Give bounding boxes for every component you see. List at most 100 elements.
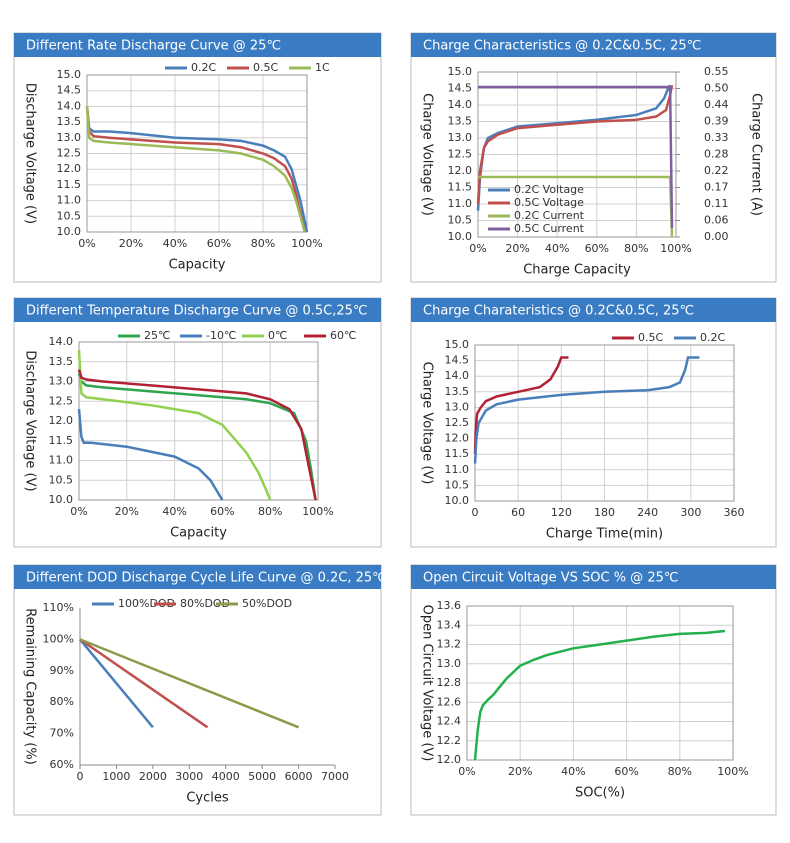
y2-tick-label: 0.00 — [704, 230, 729, 243]
y2-tick-label: 0.22 — [704, 164, 729, 177]
y-tick-label: 13.0 — [49, 375, 74, 388]
legend-label: 0.2C Current — [514, 209, 585, 222]
panel-title: Charge Characteristics @ 0.2C&0.5C, 25℃ — [423, 39, 701, 54]
panel-header — [411, 33, 776, 57]
y2-tick-label: 0.33 — [704, 131, 729, 144]
y-tick-label: 13.2 — [437, 638, 462, 651]
y-tick-label: 12.5 — [445, 416, 470, 429]
x-tick-label: 4000 — [212, 770, 240, 783]
legend-label: 0.2C — [191, 61, 216, 74]
y-tick-label: 14.0 — [445, 369, 470, 382]
panel-title: Different DOD Discharge Cycle Life Curve… — [26, 571, 387, 586]
y2-tick-label: 0.11 — [704, 197, 729, 210]
x-tick-label: 0 — [472, 506, 479, 519]
series-line — [77, 408, 224, 501]
series-line — [79, 638, 209, 729]
series-line — [77, 369, 317, 501]
y-tick-label: 13.0 — [445, 400, 470, 413]
y-tick-label: 11.0 — [49, 454, 74, 467]
y-tick-label: 11.5 — [49, 434, 74, 447]
x-tick-label: 60 — [511, 506, 525, 519]
legend-label: 0.5C Voltage — [514, 196, 584, 209]
y-tick-label: 70% — [50, 727, 74, 740]
y-tick-label: 13.5 — [49, 355, 74, 368]
y-tick-label: 12.0 — [445, 432, 470, 445]
y2-axis-label: Charge Current (A) — [749, 93, 764, 216]
x-tick-label: 80% — [668, 765, 692, 778]
y-tick-label: 10.0 — [445, 494, 470, 507]
x-tick-label: 7000 — [321, 770, 349, 783]
x-tick-label: 360 — [724, 506, 745, 519]
y-axis-label: Charge Voltage (V) — [420, 362, 435, 485]
x-tick-label: 40% — [561, 765, 585, 778]
y2-tick-label: 0.50 — [704, 82, 729, 95]
y-tick-label: 14.0 — [49, 335, 74, 348]
panel-header — [14, 298, 381, 322]
x-tick-label: 100% — [291, 237, 322, 250]
y-axis-label: Open Circuit Voltage (V) — [420, 605, 435, 762]
y-tick-label: 10.5 — [445, 478, 470, 491]
y-tick-label: 11.0 — [57, 194, 82, 207]
y-tick-label: 12.2 — [437, 734, 462, 747]
y-tick-label: 10.5 — [57, 209, 82, 222]
panel — [13, 297, 382, 548]
plot-frame — [474, 344, 735, 502]
y-tick-label: 12.5 — [49, 394, 74, 407]
panel — [13, 564, 382, 816]
y-tick-label: 12.0 — [448, 164, 473, 177]
panel-title: Open Circuit Voltage VS SOC % @ 25℃ — [423, 571, 678, 586]
legend-label: -10℃ — [206, 329, 236, 342]
panel — [410, 564, 777, 816]
x-tick-label: 300 — [680, 506, 701, 519]
x-tick-label: 2000 — [139, 770, 167, 783]
y-tick-label: 80% — [50, 695, 74, 708]
series-line — [473, 629, 726, 761]
series-line — [85, 106, 307, 233]
legend-label: 80%DOD — [180, 597, 230, 610]
series-line — [79, 638, 300, 729]
series-line — [77, 373, 317, 501]
y-axis-label: Remaining Capacity (%) — [23, 608, 38, 765]
x-tick-label: 60% — [207, 237, 231, 250]
y-tick-label: 12.0 — [57, 162, 82, 175]
x-tick-label: 0% — [458, 765, 475, 778]
y-tick-label: 10.5 — [49, 473, 74, 486]
y-tick-label: 13.0 — [437, 657, 462, 670]
series-line — [473, 356, 569, 455]
legend-label: 25℃ — [144, 329, 170, 342]
series-line — [85, 106, 309, 233]
y-tick-label: 10.0 — [57, 225, 82, 238]
y-tick-label: 12.4 — [437, 715, 462, 728]
y-tick-label: 14.0 — [57, 99, 82, 112]
y-tick-label: 12.0 — [49, 414, 74, 427]
x-tick-label: 80% — [624, 242, 648, 255]
x-tick-label: 100% — [717, 765, 748, 778]
x-tick-label: 100% — [302, 505, 333, 518]
x-axis-label: Cycles — [186, 791, 229, 806]
y-tick-label: 110% — [43, 601, 74, 614]
x-tick-label: 20% — [119, 237, 143, 250]
x-tick-label: 5000 — [248, 770, 276, 783]
y-tick-label: 13.5 — [445, 385, 470, 398]
x-tick-label: 40% — [162, 505, 186, 518]
y-tick-label: 14.5 — [445, 354, 470, 367]
x-axis-label: Capacity — [169, 258, 226, 273]
panel — [410, 32, 777, 283]
y-tick-label: 13.6 — [437, 599, 462, 612]
y-tick-label: 11.0 — [445, 463, 470, 476]
y-tick-label: 11.5 — [448, 181, 473, 194]
y-tick-label: 12.0 — [437, 753, 462, 766]
x-tick-label: 100% — [660, 242, 691, 255]
x-tick-label: 80% — [258, 505, 282, 518]
x-tick-label: 3000 — [175, 770, 203, 783]
x-tick-label: 120 — [551, 506, 572, 519]
x-tick-label: 40% — [545, 242, 569, 255]
legend-label: 0℃ — [268, 329, 287, 342]
plot-frame — [86, 74, 308, 233]
panel-title: Different Temperature Discharge Curve @ … — [26, 304, 367, 319]
y-tick-label: 15.0 — [448, 65, 473, 78]
series-line — [476, 84, 674, 205]
y-axis-label: Charge Voltage (V) — [420, 93, 435, 216]
legend-label: 100%DOD — [118, 597, 175, 610]
x-tick-label: 80% — [251, 237, 275, 250]
